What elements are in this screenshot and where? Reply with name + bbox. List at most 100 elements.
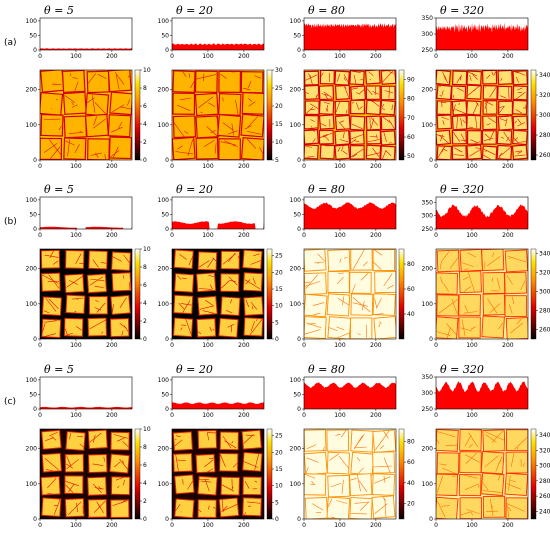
map-y-tick-label: 100 (158, 481, 170, 488)
grain-cell (436, 473, 459, 497)
crack-line (357, 333, 361, 335)
crack-line (472, 102, 479, 115)
crack-line (246, 138, 257, 149)
colorbar-tick-label: 300 (539, 112, 550, 119)
crack-line (249, 318, 263, 336)
crack-line (252, 306, 254, 310)
crack-line (342, 296, 345, 306)
grain-cell (242, 476, 262, 496)
crack-line (372, 91, 380, 95)
grain-cell (451, 114, 468, 131)
grain-cell (379, 99, 396, 116)
crack-line (68, 280, 79, 285)
panel: θ = 80 0 50 100 0 100 200 0 100 200 0 100 200 40 60 80 (290, 183, 415, 349)
profile-axes (303, 196, 397, 230)
colorbar-tick-label: 320 (539, 92, 550, 99)
crack-line (327, 498, 333, 508)
grain-cell (436, 114, 453, 130)
crack-line (503, 131, 511, 142)
grain-cell (436, 145, 453, 160)
grain-cell (220, 273, 240, 292)
crack-line (254, 480, 258, 483)
colorbar-tick-label: 8 (143, 264, 147, 271)
y-tick-label: 350 (422, 374, 434, 381)
grain-cell (459, 497, 482, 519)
grain-cell (64, 453, 84, 473)
map-y-tick-label: 0 (297, 516, 301, 523)
crack-line (514, 437, 528, 450)
crack-line (366, 88, 373, 96)
crack-line (101, 331, 104, 334)
crack-line (221, 484, 234, 492)
crack-line (182, 300, 191, 313)
crack-line (453, 104, 456, 112)
crack-line (314, 261, 325, 264)
crack-line (516, 318, 522, 325)
row-label: (c) (4, 397, 16, 407)
heatmap-field (436, 70, 528, 160)
crack-line (259, 146, 264, 154)
crack-line (368, 71, 374, 76)
heatmap: 0 100 200 0 100 200 (26, 248, 133, 349)
grain-cell (373, 315, 396, 339)
crack-line (341, 145, 344, 152)
y-tick-label: 50 (29, 391, 37, 398)
map-y-tick-label: 0 (297, 157, 301, 164)
y-tick-label: 100 (158, 377, 170, 384)
crack-line (315, 95, 318, 97)
grain-cell (40, 249, 61, 269)
crack-line (208, 274, 215, 278)
colorbar-tick-label: 20 (275, 269, 283, 276)
x-tick-label: 0 (170, 412, 174, 419)
panel: θ = 320 250 300 350 0 100 200 0 100 200 0 100 200 240… (422, 363, 550, 529)
crack-line (517, 151, 523, 154)
heatmap: 0 100 200 0 100 200 (422, 428, 529, 529)
crack-line (311, 480, 315, 485)
grain-cell (482, 115, 498, 131)
x-tick-label: 200 (106, 412, 118, 419)
crack-line (469, 148, 482, 157)
map-x-tick-label: 0 (170, 522, 174, 529)
grain-cell (174, 273, 195, 293)
colorbar-gradient (134, 428, 141, 520)
crack-line (358, 480, 368, 492)
crack-line (94, 102, 107, 115)
grain-cell (334, 144, 351, 160)
grain-cell (466, 130, 482, 145)
map-y-tick-label: 0 (429, 157, 433, 164)
map-y-tick-label: 200 (290, 266, 302, 273)
x-tick-label: 0 (302, 232, 306, 239)
crack-line (456, 76, 461, 83)
crack-line (180, 303, 192, 306)
grain-cell (372, 249, 395, 271)
map-x-tick-label: 200 (106, 342, 118, 349)
grain-cell (436, 84, 453, 101)
grain-cell (466, 70, 482, 86)
map-y-tick-label: 200 (158, 446, 170, 453)
crack-line (177, 275, 182, 280)
crack-line (178, 302, 185, 310)
crack-line (179, 97, 192, 101)
grain-cell (365, 85, 381, 100)
crack-line (359, 88, 365, 94)
x-tick-label: 100 (70, 232, 82, 239)
crack-line (475, 141, 481, 144)
crack-line (42, 333, 56, 338)
crack-line (51, 435, 57, 441)
panel: θ = 20 0 50 100 0 100 200 0 100 200 0 100 200 0 5 10 15 2… (158, 183, 283, 349)
crack-line (441, 505, 450, 507)
grain-cell (41, 272, 61, 292)
crack-line (65, 328, 68, 336)
grain-cell (436, 100, 452, 116)
grain-cell (349, 271, 372, 294)
crack-line (230, 299, 233, 304)
grain-cell (349, 473, 373, 497)
grain-cell (326, 496, 351, 519)
crack-line (516, 141, 526, 143)
crack-line (45, 437, 54, 441)
heatmap-axes (171, 248, 265, 340)
crack-line (362, 261, 368, 267)
colorbar-tick-label: 8 (143, 444, 147, 451)
